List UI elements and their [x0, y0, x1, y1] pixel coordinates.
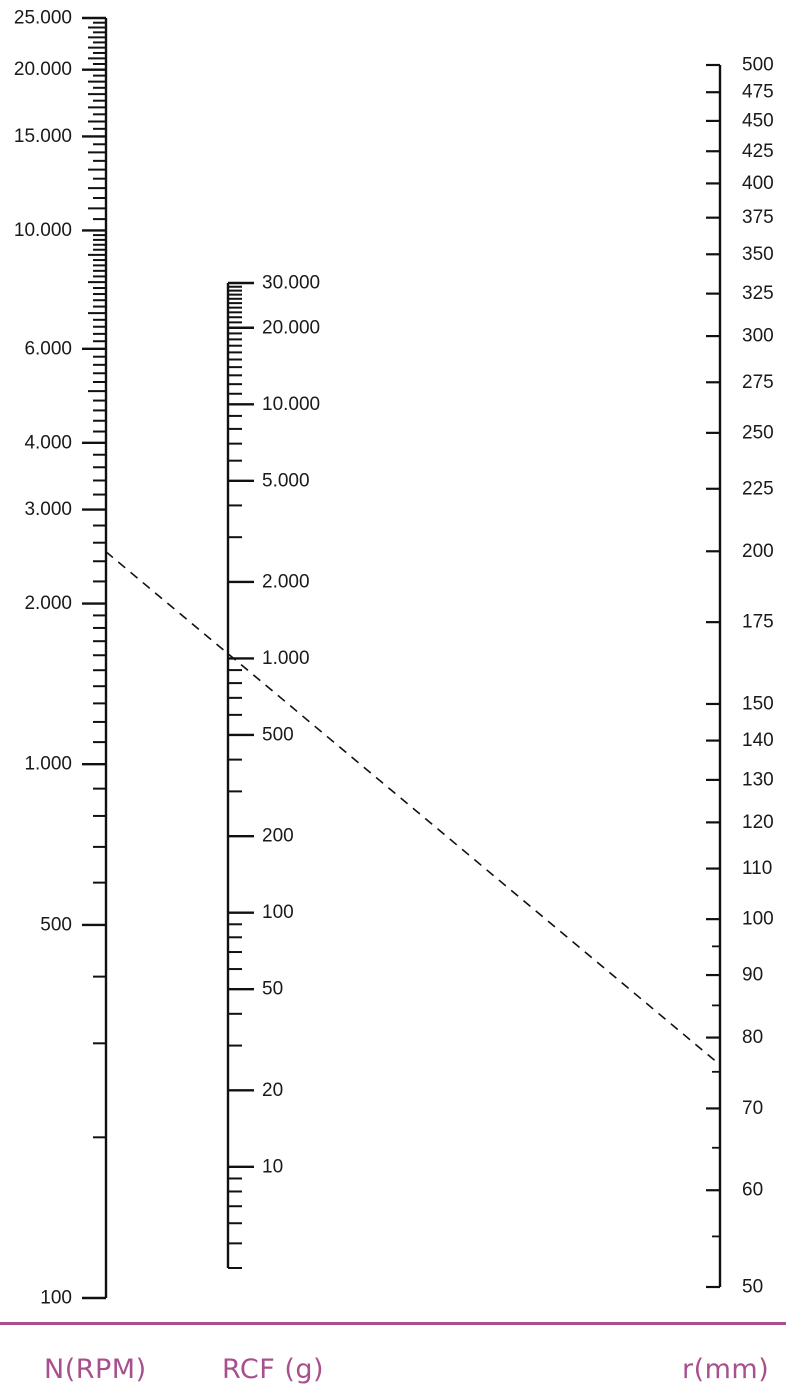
rpm-tick-label: 2.000: [24, 593, 72, 614]
rcf-tick-label: 2.000: [262, 571, 310, 592]
radius-tick-label: 130: [742, 769, 774, 790]
rcf-tick-label: 10.000: [262, 394, 320, 415]
rpm-scale: 25.000 20.000 15.000 10.000 6.000 4.000 3.000 2…: [14, 8, 108, 1309]
radius-tick-label: 70: [742, 1098, 763, 1119]
radius-tick-label: 325: [742, 283, 774, 304]
rcf-axis-title: RCF (g): [222, 1354, 325, 1385]
rpm-tick-label: 6.000: [24, 338, 72, 359]
radius-tick-label: 375: [742, 207, 774, 228]
rpm-tick-label: 100: [40, 1288, 72, 1309]
example-dashed-line: [105, 551, 721, 1066]
rcf-tick-label: 100: [262, 902, 294, 923]
rpm-tick-label: 4.000: [24, 432, 72, 453]
rcf-tick-label: 20: [262, 1080, 283, 1101]
rcf-tick-label: 20.000: [262, 317, 320, 338]
radius-tick-label: 90: [742, 965, 763, 986]
rpm-tick-label: 1.000: [24, 754, 72, 775]
rcf-tick-label: 200: [262, 826, 294, 847]
radius-tick-label: 120: [742, 812, 774, 833]
rpm-tick-label: 3.000: [24, 499, 72, 520]
rpm-tick-label: 15.000: [14, 126, 72, 147]
radius-tick-label: 110: [742, 858, 772, 879]
radius-tick-label: 500: [742, 55, 774, 76]
radius-scale: 500 475 450 425 400 375 350 325 300 275 250 225 200 1…: [706, 55, 774, 1298]
rpm-tick-label: 500: [40, 914, 72, 935]
radius-tick-label: 225: [742, 478, 774, 499]
rpm-tick-label: 25.000: [14, 8, 72, 29]
rpm-tick-label: 10.000: [14, 220, 72, 241]
rcf-tick-label: 5.000: [262, 470, 310, 491]
rpm-tick-label: 20.000: [14, 59, 72, 80]
radius-axis-title: r(mm): [682, 1354, 770, 1385]
radius-tick-label: 140: [742, 730, 774, 751]
radius-tick-label: 150: [742, 693, 774, 714]
radius-tick-label: 275: [742, 372, 774, 393]
radius-tick-label: 175: [742, 612, 774, 633]
radius-tick-label: 60: [742, 1180, 763, 1201]
radius-tick-label: 100: [742, 909, 774, 930]
radius-tick-label: 200: [742, 541, 774, 562]
radius-tick-label: 50: [742, 1277, 763, 1298]
rcf-tick-label: 1.000: [262, 648, 310, 669]
radius-tick-label: 400: [742, 173, 774, 194]
radius-tick-label: 300: [742, 326, 774, 347]
rpm-axis-title: N(RPM): [44, 1354, 147, 1385]
bottom-divider: [0, 1322, 786, 1325]
radius-tick-label: 80: [742, 1027, 763, 1048]
radius-tick-label: 425: [742, 141, 774, 162]
radius-tick-label: 350: [742, 244, 774, 265]
rcf-tick-label: 50: [262, 979, 283, 1000]
rcf-tick-label: 500: [262, 724, 294, 745]
rcf-tick-label: 10: [262, 1156, 283, 1177]
rcf-scale: 30.000 20.000 10.000 5.000 2.000 1.000 500 200 1…: [226, 273, 320, 1269]
radius-tick-label: 250: [742, 422, 774, 443]
rcf-tick-label: 30.000: [262, 273, 320, 294]
radius-tick-label: 450: [742, 110, 774, 131]
radius-tick-label: 475: [742, 82, 774, 103]
